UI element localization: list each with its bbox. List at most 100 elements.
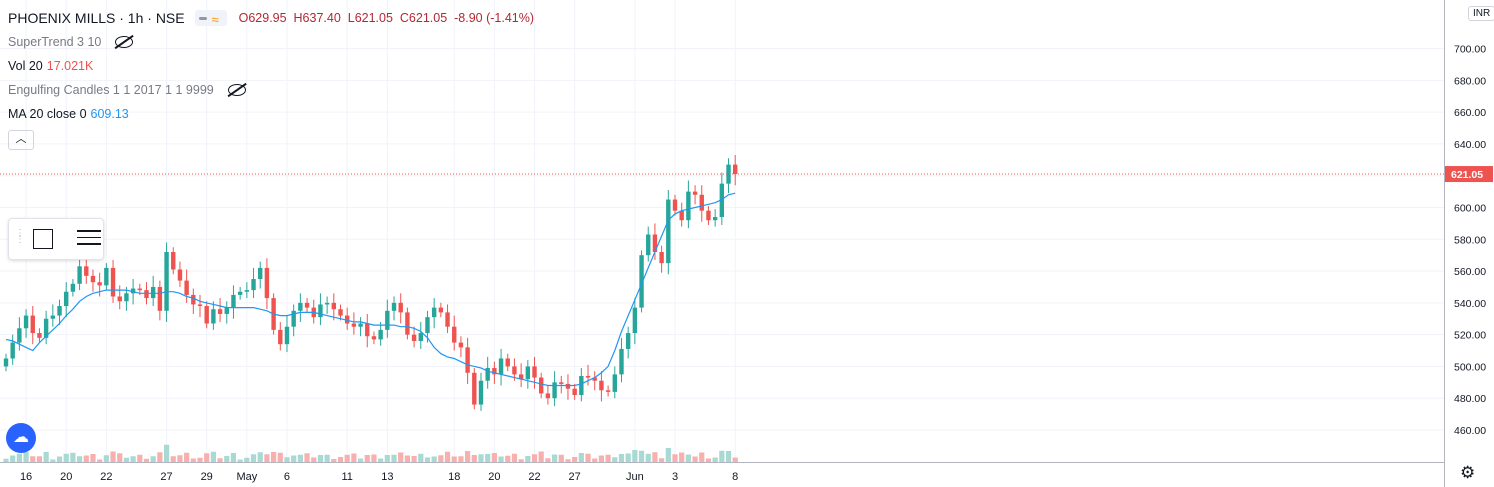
- candle-body: [43, 318, 49, 338]
- candle-body: [545, 393, 551, 399]
- x-tick-label: 11: [341, 471, 352, 483]
- volume-bar: [110, 451, 116, 462]
- candle-body: [652, 234, 658, 252]
- candle-body: [405, 312, 410, 335]
- eye-hidden-icon[interactable]: [115, 36, 134, 48]
- candle-body: [351, 323, 357, 327]
- drag-handle-icon[interactable]: ⋮ ⋮: [15, 228, 25, 245]
- volume-bar: [311, 457, 317, 462]
- candle-body: [458, 342, 464, 348]
- volume-bar: [16, 453, 22, 462]
- eye-hidden-icon[interactable]: [227, 84, 246, 96]
- volume-bar: [177, 455, 183, 462]
- candle-body: [492, 368, 497, 375]
- volume-bar: [431, 456, 437, 462]
- candle-body: [706, 210, 711, 221]
- collapse-legend-button[interactable]: ︿: [8, 130, 34, 150]
- volume-bar: [458, 456, 464, 462]
- volume-bar: [471, 455, 477, 462]
- candle-body: [237, 291, 243, 295]
- candle-body: [318, 304, 323, 318]
- volume-bar: [391, 454, 397, 462]
- tradingview-logo-icon[interactable]: ☁: [6, 423, 36, 453]
- y-tick-label: 480.00: [1454, 393, 1486, 405]
- open-value: O629.95: [238, 11, 287, 25]
- candle-body: [104, 267, 109, 286]
- x-tick-label: 6: [284, 471, 290, 483]
- volume-bar: [197, 457, 203, 462]
- indicator-engulfing[interactable]: Engulfing Candles 1 1 2017 1 1 9999: [8, 78, 534, 102]
- volume-bar: [204, 453, 210, 462]
- x-tick-label: 8: [732, 471, 738, 483]
- volume-bar: [638, 450, 645, 462]
- volume-bar: [90, 454, 96, 462]
- volume-bar: [56, 456, 63, 462]
- candle-body: [625, 333, 631, 349]
- candle-body: [10, 342, 15, 359]
- volume-bar: [304, 453, 310, 462]
- ma-label: MA 20 close 0: [8, 107, 87, 121]
- ma20-line: [5, 192, 736, 387]
- volume-bar: [672, 454, 678, 462]
- volume-bar: [163, 444, 170, 462]
- volume-bar: [618, 454, 625, 462]
- candle-body: [485, 368, 490, 381]
- candle-body: [639, 255, 644, 308]
- candle-body: [498, 358, 504, 375]
- candle-body: [37, 333, 42, 338]
- volume-bar: [572, 457, 578, 462]
- candle-body: [612, 374, 617, 392]
- volume-bar: [291, 455, 297, 462]
- engulfing-label: Engulfing Candles 1 1 2017 1 1 9999: [8, 83, 214, 97]
- volume-bar: [652, 452, 658, 462]
- currency-badge[interactable]: INR: [1468, 6, 1494, 21]
- volume-bar: [438, 455, 444, 462]
- indicator-supertrend[interactable]: SuperTrend 3 10: [8, 30, 534, 54]
- rectangle-tool-icon[interactable]: [33, 229, 53, 249]
- candle-body: [686, 191, 691, 221]
- y-tick-label: 660.00: [1454, 107, 1486, 119]
- candle-body: [50, 315, 56, 319]
- volume-bar: [210, 451, 216, 462]
- candle-body: [137, 288, 142, 291]
- volume-bar: [511, 453, 518, 462]
- volume-bar: [130, 456, 136, 462]
- volume-bar: [297, 454, 303, 462]
- market-status-chip[interactable]: ≈: [194, 10, 227, 27]
- volume-bar: [97, 459, 103, 462]
- volume-bar: [250, 454, 257, 462]
- volume-bar: [123, 457, 130, 462]
- candle-body: [391, 302, 397, 311]
- indicator-ma[interactable]: MA 20 close 0 609.13: [8, 102, 534, 126]
- volume-bar: [36, 456, 43, 462]
- volume-bar: [137, 454, 143, 462]
- volume-bar: [83, 455, 89, 462]
- volume-bar: [371, 454, 377, 462]
- x-tick-label: 27: [569, 471, 581, 483]
- candle-body: [30, 315, 35, 334]
- candle-body: [726, 164, 731, 184]
- indicator-volume[interactable]: Vol 20 17.021K: [8, 54, 534, 78]
- gear-icon[interactable]: ⚙: [1460, 463, 1476, 482]
- volume-bar: [732, 457, 738, 462]
- x-tick-label: 22: [100, 471, 112, 483]
- symbol-title[interactable]: PHOENIX MILLS · 1h · NSE: [8, 10, 185, 26]
- volume-bar: [364, 455, 370, 462]
- candle-body: [97, 282, 102, 286]
- candle-body: [217, 309, 223, 314]
- volume-bar: [558, 454, 564, 462]
- drawing-toolbox[interactable]: ⋮ ⋮: [8, 218, 104, 260]
- candle-body: [532, 366, 537, 378]
- volume-bar: [404, 455, 410, 462]
- candle-body: [331, 302, 337, 310]
- candle-body: [659, 251, 664, 264]
- volume-bar: [418, 453, 424, 462]
- volume-bar: [444, 451, 451, 462]
- volume-bar: [585, 453, 591, 462]
- candle-body: [191, 294, 196, 305]
- candle-body: [425, 317, 430, 334]
- y-tick-label: 600.00: [1454, 202, 1486, 214]
- candle-body: [197, 304, 203, 307]
- lines-menu-icon[interactable]: [77, 230, 101, 250]
